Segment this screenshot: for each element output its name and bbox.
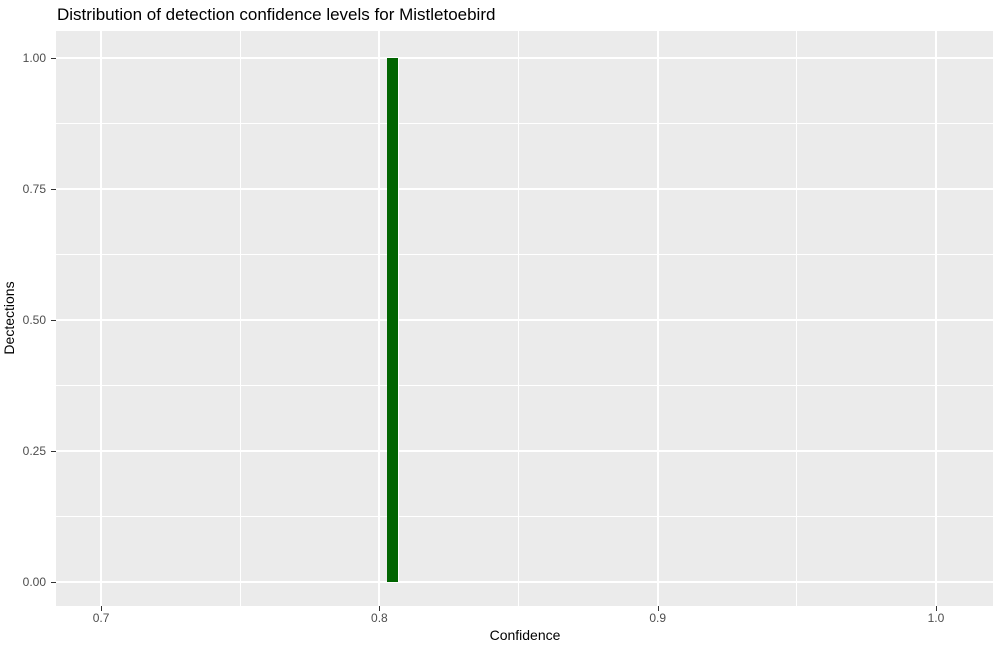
y-major-gridline [56,580,993,583]
y-tick-label: 0.50 [22,312,46,327]
y-tick-label: 0.75 [22,181,46,196]
plot-title: Distribution of detection confidence lev… [57,5,496,24]
y-tick-label: 0.25 [22,443,46,458]
plot-panel [56,31,993,606]
x-major-gridline [934,31,937,606]
y-minor-gridline [56,122,993,124]
x-tick-label: 0.8 [371,611,388,625]
y-tick-mark [51,319,56,321]
x-axis-title: Confidence [489,627,561,643]
x-minor-gridline [239,31,241,606]
x-minor-gridline [796,31,798,606]
x-tick-mark [935,606,937,611]
y-tick-label: 1.00 [22,50,46,65]
x-major-gridline [656,31,659,606]
y-tick-mark [51,450,56,452]
x-major-gridline [378,31,381,606]
x-minor-gridline [518,31,520,606]
x-tick-mark [379,606,381,611]
y-tick-mark [51,581,56,583]
y-axis-title: Dectections [1,281,17,355]
x-tick-label: 1.0 [927,611,945,625]
histogram-bar [386,57,399,582]
y-major-gridline [56,56,993,59]
y-tick-mark [51,57,56,59]
y-major-gridline [56,187,993,190]
y-minor-gridline [56,253,993,255]
y-tick-mark [51,188,56,190]
y-tick-label: 0.00 [22,574,46,589]
y-major-gridline [56,449,993,452]
x-tick-mark [101,606,103,611]
x-tick-mark [657,606,659,611]
x-tick-label: 0.7 [92,611,110,625]
y-major-gridline [56,318,993,321]
x-major-gridline [100,31,103,606]
x-tick-label: 0.9 [649,611,666,625]
y-minor-gridline [56,384,993,386]
y-minor-gridline [56,515,993,517]
